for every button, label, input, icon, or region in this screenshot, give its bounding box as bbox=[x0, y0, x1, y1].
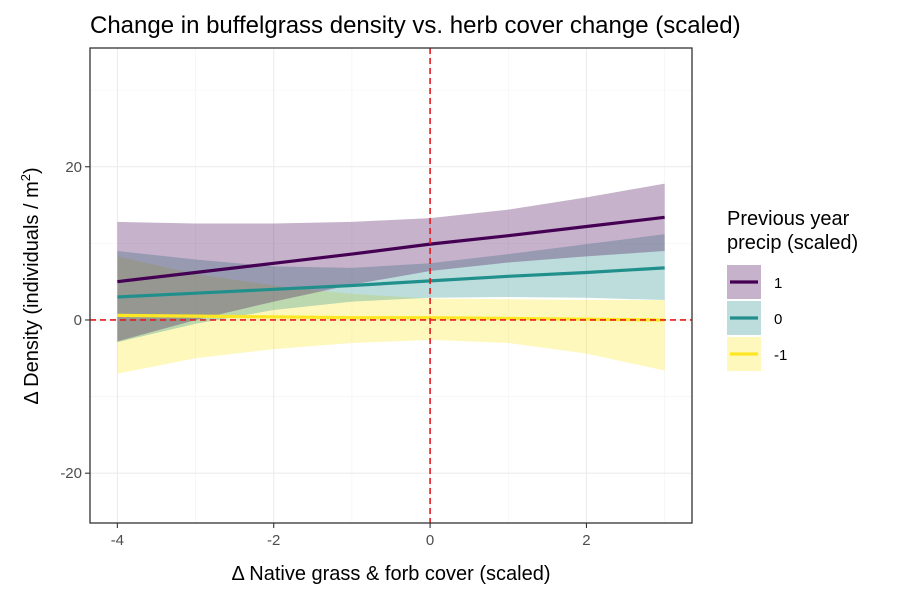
y-tick-label: -20 bbox=[60, 465, 82, 482]
trend-lines bbox=[117, 215, 665, 322]
y-axis-title-main: Δ Density (individuals / m bbox=[21, 181, 43, 404]
chart-title: Change in buffelgrass density vs. herb c… bbox=[90, 12, 741, 39]
ribbon-precip-0 bbox=[117, 234, 665, 343]
y-tick-label: 20 bbox=[65, 159, 82, 176]
reference-lines bbox=[90, 48, 692, 523]
y-tick-label: 0 bbox=[74, 312, 82, 329]
legend-keys: 1 0 -1 bbox=[727, 265, 787, 371]
ribbon-precip--1 bbox=[117, 256, 665, 374]
x-tick-label: 2 bbox=[582, 532, 590, 549]
y-axis-title-superscript: 2 bbox=[18, 174, 33, 181]
x-axis-title: Δ Native grass & forb cover (scaled) bbox=[231, 563, 550, 585]
confidence-ribbons bbox=[117, 183, 665, 374]
y-axis-title: Δ Density (individuals / m2) bbox=[18, 167, 43, 404]
y-axis: -20 0 20 bbox=[60, 159, 90, 482]
line-precip-1 bbox=[117, 215, 665, 284]
legend-label--1: -1 bbox=[774, 347, 787, 364]
x-tick-label: 0 bbox=[426, 532, 434, 549]
line-precip-0 bbox=[117, 266, 665, 299]
legend-title-line2: precip (scaled) bbox=[727, 232, 858, 254]
x-tick-label: -2 bbox=[267, 532, 280, 549]
legend-title-line1: Previous year bbox=[727, 208, 850, 230]
legend-label-1: 1 bbox=[774, 275, 782, 292]
panel-border bbox=[89, 47, 693, 524]
legend: Previous year precip (scaled) 1 0 -1 bbox=[727, 208, 858, 371]
x-axis: -4 -2 0 2 bbox=[111, 523, 591, 549]
x-tick-label: -4 bbox=[111, 532, 124, 549]
line-precip--1 bbox=[117, 313, 665, 322]
panel-background bbox=[90, 48, 692, 523]
y-axis-title-close: ) bbox=[21, 167, 43, 174]
legend-label-0: 0 bbox=[774, 311, 782, 328]
ribbon-precip-1 bbox=[117, 183, 665, 342]
